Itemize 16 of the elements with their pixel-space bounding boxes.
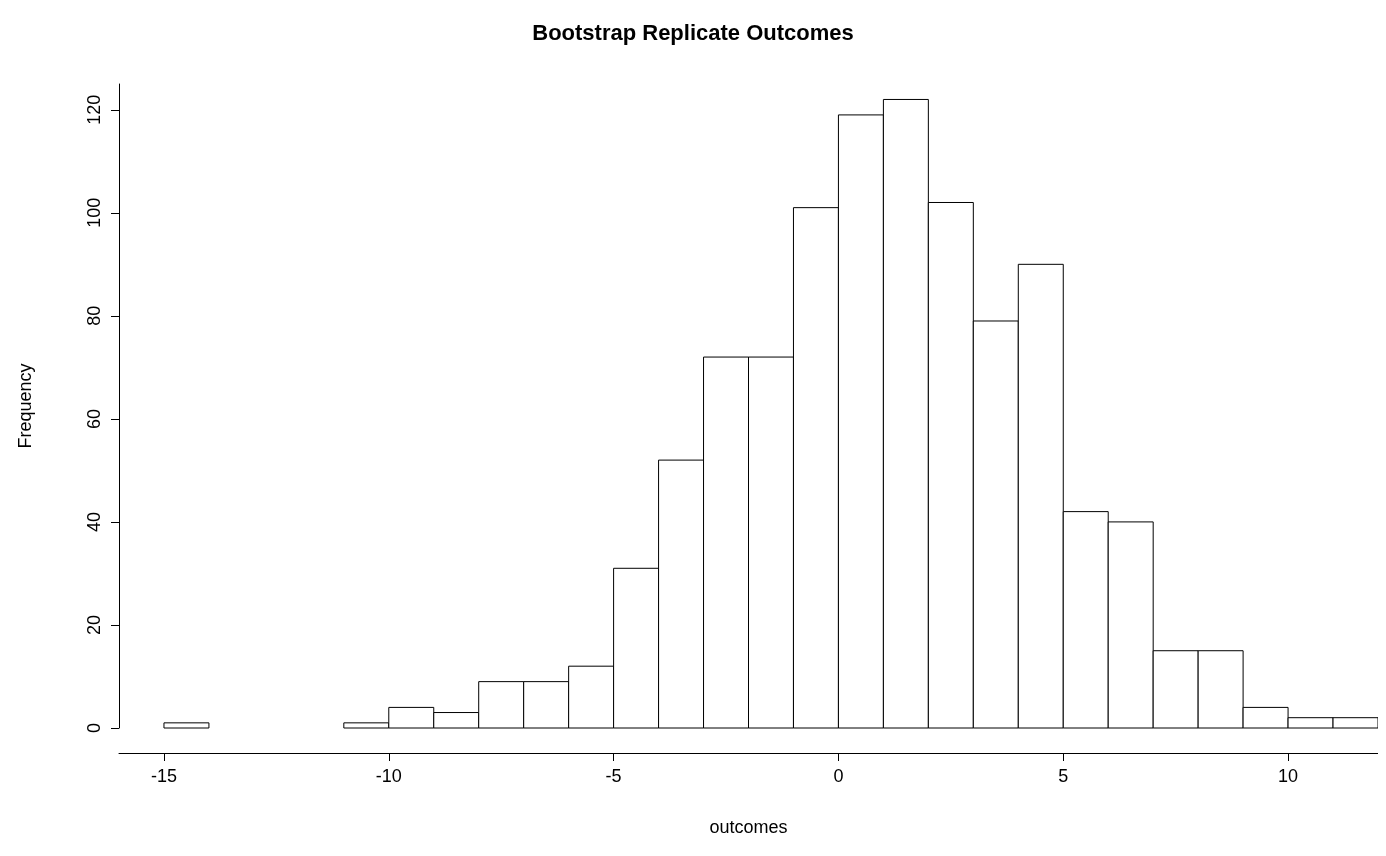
chart-title: Bootstrap Replicate Outcomes <box>532 19 854 45</box>
x-tick-label: -10 <box>375 766 402 786</box>
x-tick-label: 10 <box>1278 766 1299 786</box>
y-tick-label: 80 <box>84 305 104 326</box>
y-axis-title: Frequency <box>15 363 35 449</box>
y-tick-label: 120 <box>84 94 104 125</box>
x-axis-title: outcomes <box>709 817 788 837</box>
x-tick-label: -15 <box>150 766 177 786</box>
x-tick-label: 5 <box>1058 766 1069 786</box>
y-tick-label: 20 <box>84 614 104 635</box>
y-tick-label: 60 <box>84 408 104 429</box>
x-tick-label: -5 <box>605 766 622 786</box>
x-tick-label: 0 <box>833 766 844 786</box>
y-tick-label: 40 <box>84 511 104 532</box>
y-tick-label: 100 <box>84 197 104 228</box>
y-tick-label: 0 <box>84 722 104 734</box>
